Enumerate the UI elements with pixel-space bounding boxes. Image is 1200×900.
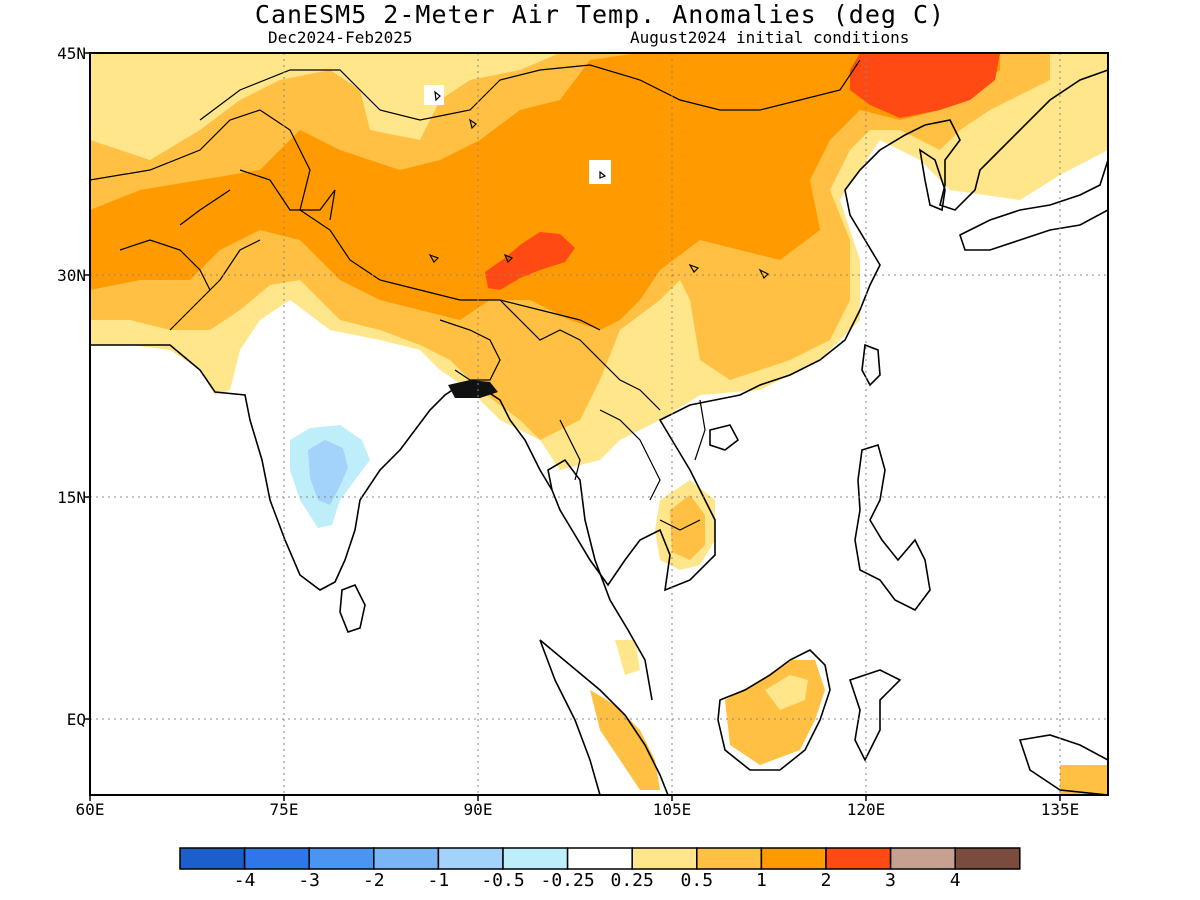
map-title: CanESM5 2-Meter Air Temp. Anomalies (deg… [254, 0, 946, 29]
lat-label-eq: EQ [66, 710, 86, 729]
colorbar-tick-label: 3 [885, 870, 897, 891]
axis-ticks [84, 52, 1061, 801]
lon-label-90e: 90E [463, 800, 493, 819]
anomaly-patch-sumatra [590, 690, 660, 790]
colorbar-swatch [308, 847, 375, 870]
season-label: Dec2024-Feb2025 [268, 28, 413, 47]
anomaly-patch-east-indonesia [1060, 765, 1108, 795]
colorbar-tick-label: -2 [362, 870, 385, 891]
colorbar-tick-label: 0.5 [680, 870, 714, 891]
initial-conditions-label: August2024 initial conditions [630, 28, 910, 47]
lon-label-105e: 105E [652, 800, 692, 819]
anomaly-patch-indochina-orange [670, 495, 705, 560]
colorbar-tick-label: 0.25 [610, 870, 654, 891]
colorbar-swatch [954, 847, 1021, 870]
colorbar-tick-label: -4 [233, 870, 256, 891]
anomaly-patch-borneo-yellow [765, 675, 808, 710]
anomaly-region-cool-inner [308, 440, 348, 505]
lon-label-135e: 135E [1040, 800, 1080, 819]
anomaly-patch-malaya [615, 640, 640, 675]
colorbar-tick-label: -1 [427, 870, 450, 891]
colorbar-tick-label: -3 [298, 870, 321, 891]
coastlines [90, 69, 1108, 795]
anomaly-region-red-tibet [485, 232, 575, 290]
lat-label-15n: 15N [57, 488, 86, 507]
colorbar-swatch [760, 847, 827, 870]
colorbar [179, 847, 1021, 870]
colorbar-swatch [373, 847, 440, 870]
colorbar-swatch [179, 847, 246, 870]
lon-label-75e: 75E [269, 800, 299, 819]
colorbar-tick-label: 1 [755, 870, 767, 891]
colorbar-swatch [502, 847, 569, 870]
colorbar-tick-label: -0.25 [540, 870, 595, 891]
colorbar-tick-label: 2 [820, 870, 832, 891]
colorbar-swatch [825, 847, 892, 870]
lon-label-120e: 120E [846, 800, 886, 819]
colorbar-swatch [889, 847, 956, 870]
colorbar-tick-label: 4 [949, 870, 961, 891]
anomaly-gap-1 [424, 85, 444, 105]
lakes [428, 90, 770, 280]
colorbar-swatch [696, 847, 763, 870]
colorbar-swatch [437, 847, 504, 870]
map-frame [89, 52, 1109, 796]
colorbar-swatch [631, 847, 698, 870]
colorbar-swatch [243, 847, 310, 870]
colorbar-tick-label: -0.5 [481, 870, 525, 891]
anomaly-region-red-northeast [850, 53, 1000, 118]
anomaly-region-orange [90, 53, 1000, 330]
country-borders [90, 59, 861, 531]
lat-label-30n: 30N [57, 266, 86, 285]
delta-region [448, 380, 498, 398]
grid-lines [90, 53, 1108, 795]
lon-label-60e: 60E [75, 800, 105, 819]
colorbar-swatch [566, 847, 633, 870]
lat-label-45n: 45N [57, 44, 86, 63]
